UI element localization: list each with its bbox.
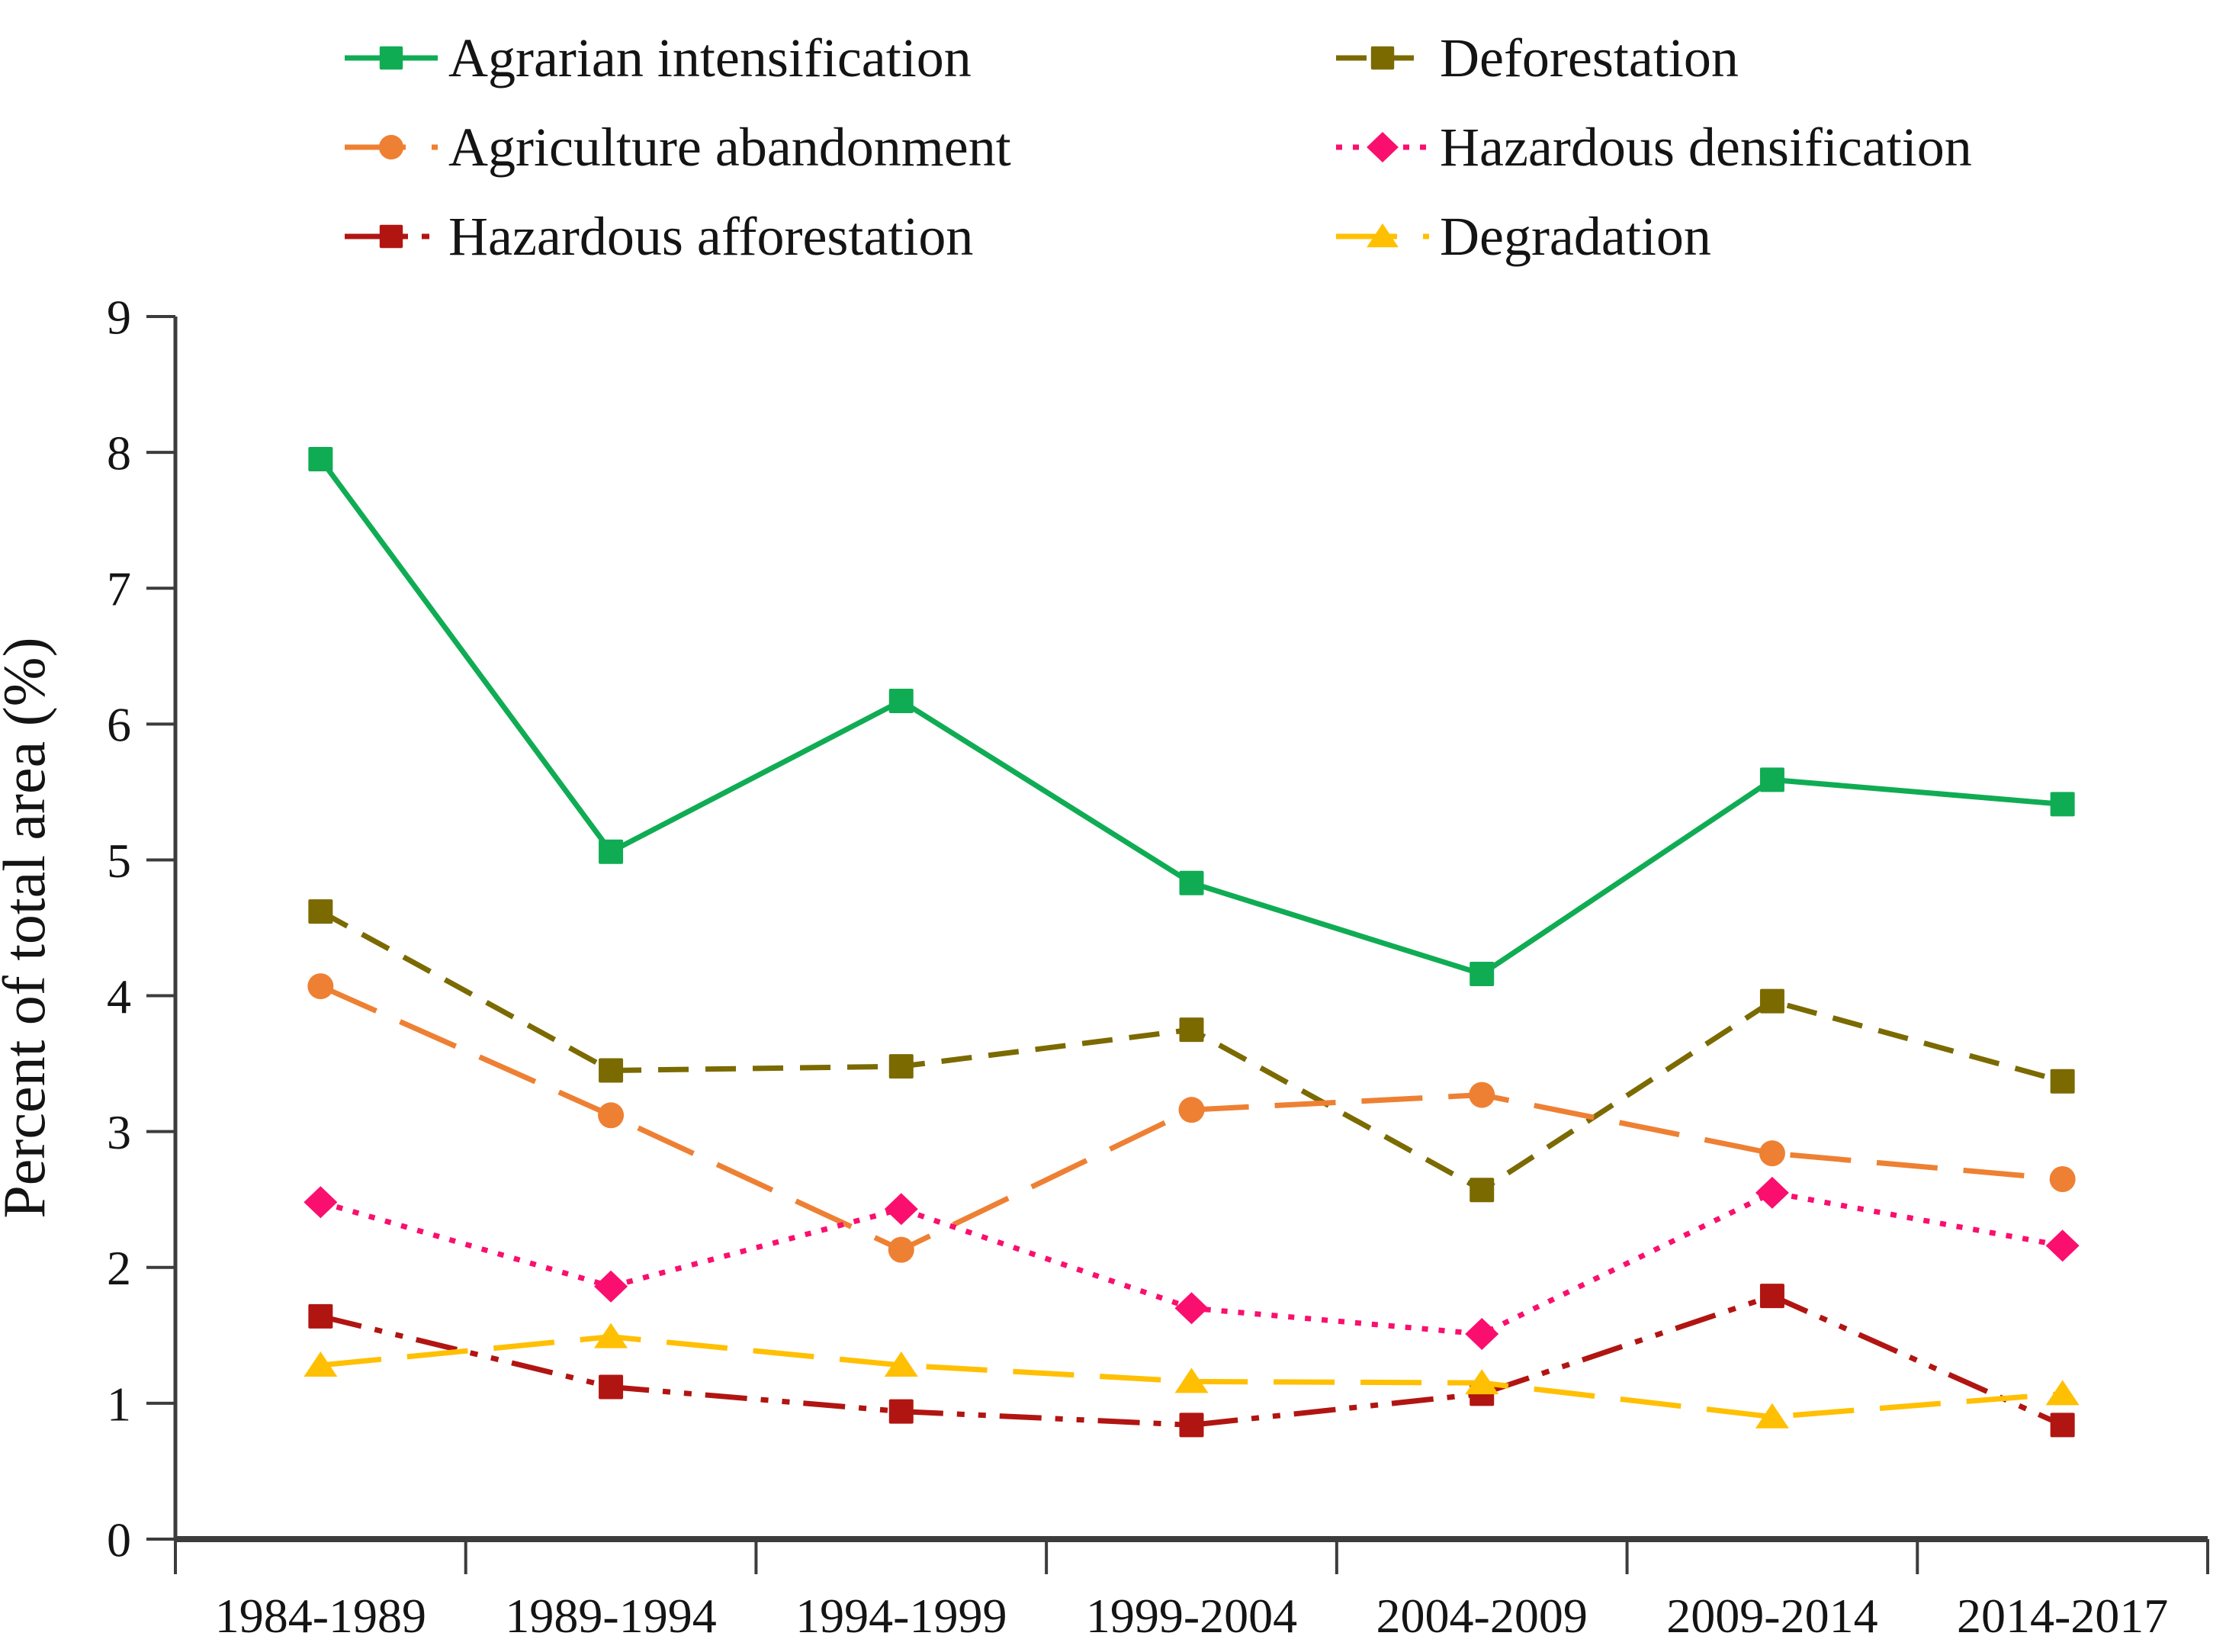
square-marker bbox=[2050, 1413, 2075, 1438]
circle-marker bbox=[598, 1102, 625, 1129]
y-tick-label: 6 bbox=[107, 698, 131, 752]
y-tick-label: 4 bbox=[107, 969, 131, 1024]
square-marker bbox=[1470, 962, 1495, 987]
square-marker bbox=[1179, 870, 1204, 895]
legend-item-agrarian-intensification: Agrarian intensification bbox=[345, 21, 972, 95]
triangle-marker bbox=[594, 1323, 628, 1348]
diamond-marker bbox=[1465, 1318, 1499, 1351]
square-marker bbox=[888, 1399, 914, 1424]
series-line bbox=[319, 909, 2064, 1194]
circle-marker bbox=[1469, 1082, 1495, 1108]
square-marker bbox=[379, 46, 403, 70]
x-tick-label: 1989-1994 bbox=[505, 1589, 716, 1643]
square-marker bbox=[1470, 1178, 1495, 1203]
circle-marker bbox=[1178, 1097, 1205, 1123]
legend-marker-degradation-icon bbox=[1336, 223, 1429, 248]
circle-marker bbox=[378, 134, 404, 160]
circle-marker bbox=[2049, 1166, 2076, 1193]
legend-label: Agriculture abandonment bbox=[448, 117, 1011, 178]
series-deforestation bbox=[308, 899, 2075, 1203]
triangle-marker bbox=[1367, 223, 1399, 248]
y-tick-label: 3 bbox=[107, 1105, 131, 1159]
square-marker bbox=[308, 1303, 333, 1329]
series-hazardous-densification bbox=[304, 1176, 2080, 1351]
legend-marker-agrarian-intensification-icon bbox=[345, 46, 438, 70]
y-tick-label: 9 bbox=[107, 290, 131, 344]
square-marker bbox=[1179, 1413, 1204, 1438]
series-degradation bbox=[304, 1323, 2080, 1429]
square-marker bbox=[888, 689, 914, 714]
circle-marker bbox=[307, 973, 334, 1000]
square-marker bbox=[308, 899, 333, 924]
y-axis-title: Percent of total area (%) bbox=[0, 637, 57, 1218]
legend-label: Deforestation bbox=[1440, 27, 1739, 88]
legend-label: Hazardous afforestation bbox=[448, 206, 974, 267]
x-tick-label: 2009-2014 bbox=[1666, 1589, 1877, 1643]
diamond-marker bbox=[594, 1270, 628, 1303]
legend-label: Degradation bbox=[1440, 206, 1711, 267]
legend-item-agriculture-abandonment: Agriculture abandonment bbox=[345, 111, 1011, 184]
diamond-marker bbox=[2045, 1229, 2080, 1262]
square-marker bbox=[379, 224, 403, 249]
square-marker bbox=[599, 1058, 624, 1083]
square-marker bbox=[1759, 988, 1784, 1014]
series-agriculture-abandonment bbox=[307, 973, 2076, 1263]
legend-marker-agriculture-abandonment-icon bbox=[345, 134, 438, 160]
square-marker bbox=[2050, 1069, 2075, 1094]
square-marker bbox=[1370, 46, 1395, 70]
y-tick-label: 0 bbox=[107, 1512, 131, 1567]
square-marker bbox=[2050, 792, 2075, 817]
square-marker bbox=[1759, 1284, 1784, 1309]
legend-item-hazardous-afforestation: Hazardous afforestation bbox=[345, 200, 973, 273]
diamond-marker bbox=[304, 1186, 338, 1219]
triangle-marker bbox=[304, 1351, 338, 1377]
triangle-marker bbox=[1755, 1403, 1789, 1429]
square-marker bbox=[599, 839, 624, 864]
x-tick-label: 1994-1999 bbox=[795, 1589, 1007, 1643]
diamond-marker bbox=[1367, 132, 1399, 162]
legend-item-hazardous-densification: Hazardous densification bbox=[1336, 111, 1972, 184]
triangle-marker bbox=[1465, 1369, 1499, 1395]
x-tick-label: 2014-2017 bbox=[1957, 1589, 2168, 1643]
diamond-marker bbox=[1174, 1292, 1209, 1325]
diamond-marker bbox=[1755, 1176, 1789, 1209]
circle-marker bbox=[1759, 1140, 1785, 1167]
triangle-marker bbox=[884, 1351, 918, 1377]
triangle-marker bbox=[2045, 1380, 2080, 1406]
square-marker bbox=[888, 1054, 914, 1079]
legend-item-degradation: Degradation bbox=[1336, 200, 1711, 273]
series-agrarian-intensification bbox=[308, 447, 2075, 987]
legend-item-deforestation: Deforestation bbox=[1336, 21, 1739, 95]
diamond-marker bbox=[884, 1193, 918, 1226]
legend-label: Hazardous densification bbox=[1440, 117, 1972, 178]
y-tick-label: 1 bbox=[107, 1377, 131, 1431]
x-tick-label: 1984-1989 bbox=[215, 1589, 426, 1643]
series-line bbox=[318, 457, 2063, 977]
circle-marker bbox=[888, 1236, 914, 1263]
triangle-marker bbox=[1174, 1368, 1209, 1393]
axes: 0 1 2 3 4 5 6 7 8 9 1984-1989 1989-1994 1994-1999 199… bbox=[107, 290, 2209, 1643]
legend-marker-deforestation-icon bbox=[1336, 46, 1429, 70]
x-tick-label: 1999-2004 bbox=[1086, 1589, 1297, 1643]
y-tick-label: 7 bbox=[107, 562, 131, 616]
y-tick-label: 2 bbox=[107, 1241, 131, 1295]
x-tick-label: 2004-2009 bbox=[1376, 1589, 1588, 1643]
square-marker bbox=[599, 1374, 624, 1400]
square-marker bbox=[1179, 1017, 1204, 1043]
legend: Agrarian intensification Deforestation A… bbox=[0, 0, 2226, 305]
y-tick-label: 5 bbox=[107, 834, 131, 888]
legend-marker-hazardous-densification-icon bbox=[1336, 132, 1429, 162]
square-marker bbox=[308, 447, 333, 472]
square-marker bbox=[1759, 767, 1784, 792]
legend-label: Agrarian intensification bbox=[448, 27, 972, 88]
legend-marker-hazardous-afforestation-icon bbox=[345, 224, 438, 249]
y-tick-label: 8 bbox=[107, 426, 131, 480]
